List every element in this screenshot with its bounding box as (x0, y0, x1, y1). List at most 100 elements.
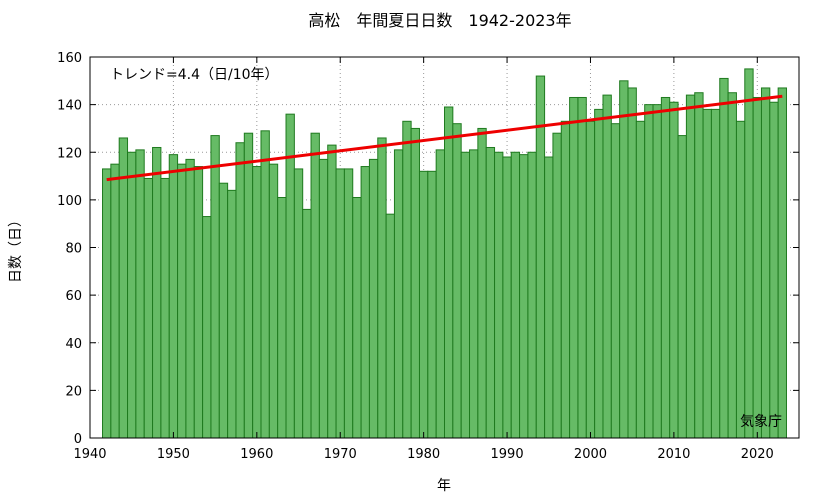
bar-2015 (710, 108, 721, 439)
bar-2007 (644, 104, 654, 439)
bar-1973 (360, 166, 370, 439)
bar-2011 (677, 135, 687, 439)
bar-1957 (227, 189, 237, 439)
bar-1956 (218, 182, 229, 439)
bar-1983 (444, 106, 454, 439)
bars-layer (102, 68, 787, 439)
y-tick-label: 60 (65, 289, 82, 304)
bar-2010 (669, 101, 679, 439)
bar-1998 (569, 96, 579, 439)
bar-1952 (185, 158, 195, 439)
x-tick-label: 1970 (324, 447, 357, 462)
bar-1948 (152, 146, 162, 439)
bar-2000 (585, 120, 596, 439)
bar-1944 (118, 137, 129, 439)
bar-1979 (410, 127, 420, 439)
bar-1996 (552, 132, 562, 439)
bar-1969 (327, 144, 337, 439)
bar-2006 (635, 120, 646, 439)
bar-2020 (752, 96, 762, 439)
bar-1992 (519, 154, 529, 439)
bar-1997 (560, 120, 571, 439)
bar-1982 (435, 149, 445, 439)
bar-1993 (527, 151, 537, 439)
bar-1999 (577, 96, 587, 439)
bar-1946 (135, 149, 145, 439)
bar-1988 (485, 146, 496, 439)
bar-1991 (510, 151, 521, 439)
bar-1978 (402, 120, 412, 439)
bar-1950 (168, 154, 179, 439)
bar-1981 (427, 170, 437, 439)
bar-1975 (377, 137, 387, 439)
x-tick-label: 1940 (73, 447, 106, 462)
y-tick-label: 140 (57, 99, 82, 114)
x-tick-label: 1980 (407, 447, 440, 462)
bar-1987 (477, 127, 487, 439)
bar-2009 (660, 96, 671, 439)
bar-2017 (727, 92, 737, 439)
bar-1960 (252, 166, 262, 439)
bar-1972 (352, 196, 362, 439)
x-tick-label: 1960 (240, 447, 273, 462)
bar-2022 (769, 101, 779, 439)
x-tick-label: 2000 (574, 447, 607, 462)
ticks-layer: 1940 1950 1960 1970 1980 1990 2000 2010 2020 0 20 4… (57, 51, 799, 462)
bar-2014 (702, 108, 712, 439)
x-tick-label: 1950 (157, 447, 190, 462)
bar-1980 (418, 170, 429, 439)
bar-1984 (452, 123, 462, 439)
bar-1963 (277, 196, 287, 439)
bar-1970 (335, 168, 345, 439)
bar-1953 (193, 166, 204, 439)
bar-2001 (594, 108, 604, 439)
y-tick-label: 160 (57, 51, 82, 66)
bar-2005 (627, 87, 637, 439)
y-tick-label: 80 (65, 242, 82, 257)
bar-2016 (719, 77, 729, 439)
bar-2019 (744, 68, 754, 439)
bar-1961 (260, 130, 270, 439)
y-tick-label: 20 (65, 384, 82, 399)
x-axis-label: 年 (437, 478, 451, 494)
bar-1995 (544, 156, 554, 439)
trend-line (106, 94, 783, 182)
bar-1966 (302, 208, 312, 439)
bar-1985 (460, 151, 471, 439)
bar-1990 (502, 156, 512, 439)
source-label: 気象庁 (740, 414, 782, 430)
bar-1974 (368, 158, 379, 439)
bar-1964 (285, 113, 295, 439)
bar-2008 (652, 104, 662, 439)
bar-1951 (177, 163, 187, 439)
bar-2013 (694, 92, 704, 439)
bar-1967 (310, 132, 320, 439)
bar-2002 (602, 94, 612, 439)
bar-1947 (143, 177, 154, 439)
bar-1976 (385, 213, 395, 439)
bar-2023 (777, 87, 787, 439)
bar-1942 (102, 168, 112, 439)
bar-1954 (202, 216, 212, 439)
chart-title: 高松 年間夏日日数 1942-2023年 (308, 11, 571, 30)
bar-1958 (235, 142, 245, 439)
y-tick-label: 0 (74, 432, 82, 447)
bar-1949 (160, 177, 170, 439)
y-tick-label: 100 (57, 194, 82, 209)
y-tick-label: 120 (57, 146, 82, 161)
bar-1977 (393, 149, 404, 439)
y-tick-label: 40 (65, 337, 82, 352)
bar-2021 (760, 87, 771, 439)
bar-1994 (535, 75, 546, 439)
bar-1962 (268, 163, 279, 439)
bar-1986 (469, 149, 479, 439)
y-axis-label: 日数（日） (8, 213, 24, 283)
bar-1943 (110, 163, 120, 439)
x-tick-label: 2020 (741, 447, 774, 462)
trend-label: トレンド=4.4（日/10年） (110, 67, 279, 83)
bar-1945 (127, 151, 137, 439)
x-tick-label: 1990 (491, 447, 524, 462)
bar-1965 (293, 168, 304, 439)
